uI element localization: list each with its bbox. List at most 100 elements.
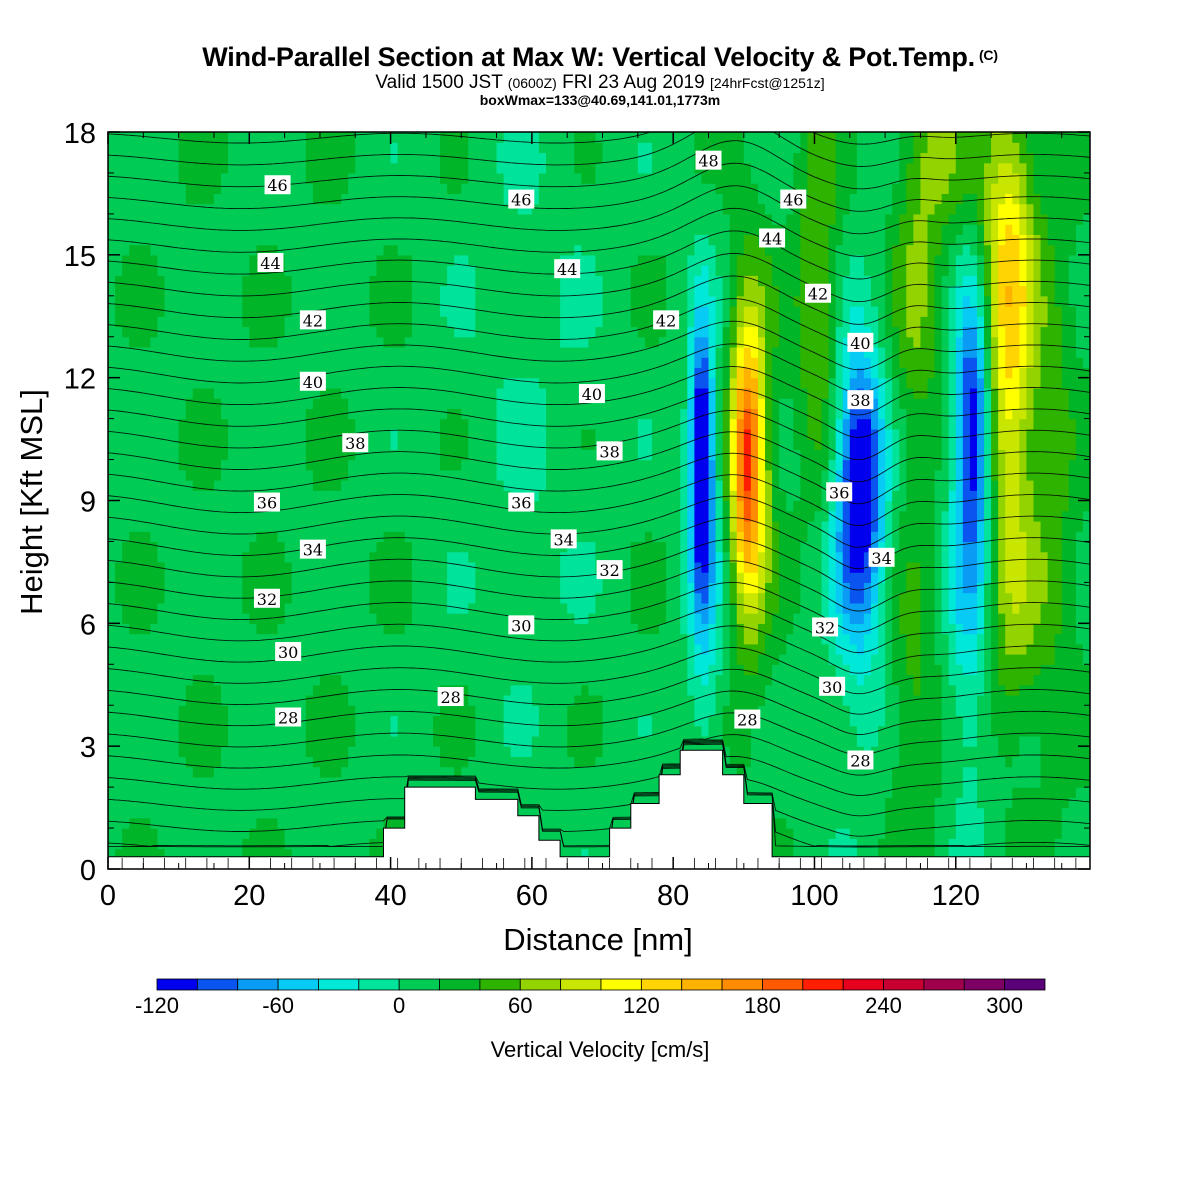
- y-tick-label: 9: [80, 487, 96, 519]
- colorbar-swatch: [640, 978, 683, 991]
- svg-text:38: 38: [345, 434, 365, 453]
- y-tick-label: 3: [80, 732, 96, 764]
- isentrope-label: 38: [342, 433, 369, 453]
- colorbar-swatch: [519, 978, 562, 991]
- svg-text:42: 42: [303, 311, 323, 330]
- isentrope-label: 30: [275, 641, 302, 662]
- svg-text:30: 30: [822, 678, 842, 697]
- colorbar: -120 -60 0 60 120 180 240 300: [135, 978, 1046, 1018]
- isentrope-label: 30: [508, 615, 535, 635]
- isentrope-label: 38: [596, 441, 623, 461]
- svg-text:28: 28: [278, 709, 298, 728]
- colorbar-swatch: [842, 978, 884, 991]
- colorbar-tick-label: 300: [986, 993, 1023, 1018]
- svg-text:42: 42: [656, 311, 676, 330]
- chart-subtitle: Valid 1500 JST (0600Z) FRI 23 Aug 2019 […: [375, 72, 825, 93]
- colorbar-swatch: [237, 978, 279, 991]
- svg-text:40: 40: [303, 373, 323, 392]
- svg-text:40: 40: [850, 334, 870, 353]
- svg-text:44: 44: [762, 229, 782, 248]
- svg-text:28: 28: [850, 751, 870, 770]
- colorbar-tick-label: -120: [135, 993, 179, 1018]
- colorbar-swatch: [479, 978, 521, 991]
- svg-text:36: 36: [511, 494, 531, 513]
- svg-text:32: 32: [815, 618, 835, 637]
- colorbar-swatch: [196, 978, 239, 991]
- y-tick-label: 6: [80, 609, 96, 641]
- isentrope-label: 34: [550, 529, 577, 549]
- isentrope-label: 42: [653, 310, 680, 330]
- svg-text:32: 32: [257, 590, 277, 609]
- svg-text:42: 42: [808, 285, 828, 304]
- svg-text:30: 30: [278, 643, 298, 662]
- x-tick-label: 80: [657, 880, 689, 912]
- svg-text:36: 36: [829, 483, 849, 502]
- isentrope-label: 32: [812, 617, 839, 637]
- x-tick-label: 20: [233, 880, 265, 912]
- isentrope-label: 40: [299, 371, 326, 392]
- colorbar-swatch: [762, 978, 804, 991]
- svg-text:34: 34: [553, 530, 573, 549]
- isentrope-label: 30: [819, 676, 846, 697]
- y-tick-label: 12: [64, 364, 96, 396]
- svg-text:30: 30: [511, 616, 531, 635]
- svg-text:44: 44: [260, 254, 280, 273]
- colorbar-swatch: [721, 978, 763, 991]
- isentrope-label: 32: [253, 588, 280, 609]
- isentrope-label: 32: [596, 560, 623, 580]
- colorbar-swatch: [439, 978, 481, 991]
- svg-text:38: 38: [850, 391, 870, 410]
- colorbar-title: Vertical Velocity [cm/s]: [490, 1037, 710, 1062]
- colorbar-swatch: [358, 978, 400, 991]
- svg-text:38: 38: [599, 442, 619, 461]
- svg-text:46: 46: [511, 191, 531, 210]
- svg-text:40: 40: [582, 385, 602, 404]
- colorbar-swatch: [560, 978, 602, 991]
- x-axis-label: Distance [nm]: [503, 922, 693, 957]
- y-tick-label: 0: [80, 855, 96, 887]
- isentrope-label: 40: [847, 332, 874, 353]
- svg-text:36: 36: [257, 494, 277, 513]
- svg-text:44: 44: [557, 260, 577, 279]
- isentrope-label: 36: [253, 492, 280, 513]
- x-tick-label: 60: [516, 880, 548, 912]
- colorbar-tick-label: 180: [744, 993, 781, 1018]
- chart-info-line: boxWmax=133@40.69,141.01,1773m: [479, 92, 721, 108]
- colorbar-swatch: [1004, 978, 1046, 991]
- isentrope-label: 28: [275, 707, 302, 728]
- isentrope-label: 44: [257, 253, 284, 273]
- isentrope-label: 40: [578, 384, 605, 404]
- x-tick-label: 120: [932, 880, 980, 912]
- colorbar-tick-label: -60: [262, 993, 294, 1018]
- terrain-profile: [107, 749, 1091, 870]
- vertical-velocity-field: [108, 132, 1090, 869]
- isentrope-label: 36: [826, 482, 853, 502]
- isentrope-label: 46: [508, 189, 535, 210]
- colorbar-swatch: [600, 978, 642, 991]
- y-tick-label: 15: [64, 241, 96, 273]
- isentrope-label: 34: [299, 539, 326, 560]
- isentrope-label: 46: [264, 175, 291, 195]
- colorbar-swatch: [277, 978, 319, 991]
- x-tick-label: 0: [100, 880, 116, 912]
- colorbar-swatch: [963, 978, 1006, 991]
- colorbar-tick-label: 0: [393, 993, 405, 1018]
- colorbar-swatch: [883, 978, 925, 991]
- colorbar-swatch: [318, 978, 360, 991]
- colorbar-tick-label: 240: [865, 993, 902, 1018]
- isentrope-label: 42: [299, 310, 326, 330]
- isentrope-label: 38: [847, 390, 874, 410]
- colorbar-swatch: [681, 978, 723, 991]
- chart-title: Wind-Parallel Section at Max W: Vertical…: [202, 42, 998, 72]
- svg-text:28: 28: [440, 688, 460, 707]
- svg-text:46: 46: [783, 191, 803, 210]
- svg-text:34: 34: [871, 549, 891, 568]
- colorbar-swatch: [923, 978, 965, 991]
- colorbar-swatch: [398, 978, 440, 991]
- y-tick-label: 18: [64, 118, 96, 150]
- colorbar-tick-label: 120: [623, 993, 660, 1018]
- y-axis-label: Height [Kft MSL]: [14, 389, 49, 615]
- svg-text:48: 48: [698, 152, 718, 171]
